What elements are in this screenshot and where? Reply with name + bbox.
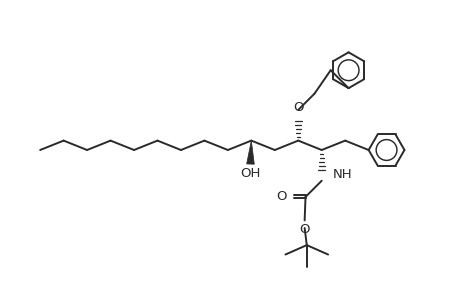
Text: O: O <box>299 224 309 236</box>
Text: NH: NH <box>332 168 351 181</box>
Polygon shape <box>246 141 254 164</box>
Text: O: O <box>275 190 285 203</box>
Text: O: O <box>292 101 303 114</box>
Text: OH: OH <box>240 167 260 180</box>
